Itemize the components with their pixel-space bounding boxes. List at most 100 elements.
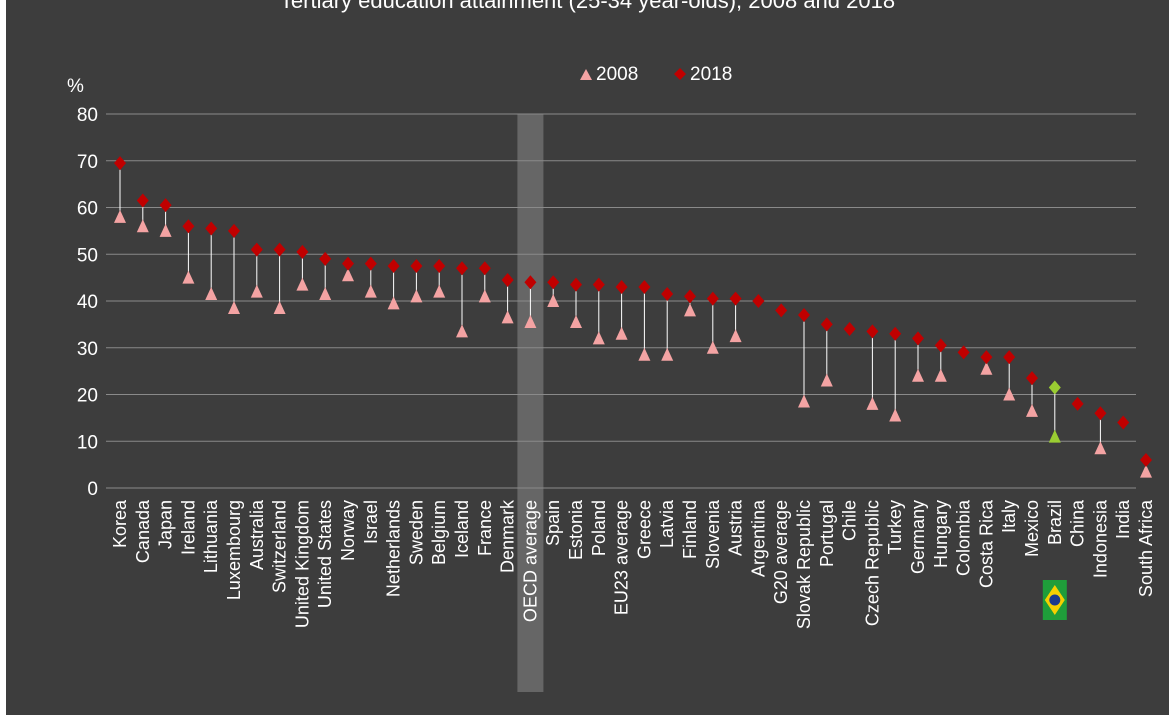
category-label-turkey: Turkey xyxy=(885,500,905,554)
point-2018 xyxy=(912,331,924,346)
y-tick-label: 80 xyxy=(77,105,98,126)
point-2018 xyxy=(114,156,126,171)
y-tick-label: 70 xyxy=(77,152,98,173)
point-2008 xyxy=(250,284,263,298)
category-label-israel: Israel xyxy=(361,500,381,544)
point-2008 xyxy=(342,268,354,282)
category-label-italy: Italy xyxy=(999,500,1019,533)
point-2018 xyxy=(501,272,514,287)
point-2018 xyxy=(615,279,628,294)
category-label-costa-rica: Costa Rica xyxy=(976,499,996,588)
point-2018 xyxy=(250,242,263,257)
category-label-netherlands: Netherlands xyxy=(384,500,404,597)
y-tick-label: 20 xyxy=(77,386,98,407)
point-2018 xyxy=(136,193,149,208)
y-tick-label: 60 xyxy=(77,199,98,220)
point-2008 xyxy=(912,368,924,382)
category-label-hungary: Hungary xyxy=(931,500,951,568)
category-label-indonesia: Indonesia xyxy=(1090,499,1110,578)
point-2008 xyxy=(866,396,879,410)
point-2018 xyxy=(1071,396,1084,411)
point-2018 xyxy=(1117,415,1130,430)
brazil-flag-globe xyxy=(1049,594,1061,606)
point-2018 xyxy=(706,291,719,306)
highlight-band xyxy=(517,114,544,692)
category-label-austria: Austria xyxy=(726,499,746,556)
category-label-spain: Spain xyxy=(543,500,563,546)
point-2018 xyxy=(182,219,195,234)
category-label-germany: Germany xyxy=(908,500,928,574)
y-tick-label: 30 xyxy=(77,339,98,360)
category-label-korea: Korea xyxy=(110,499,130,548)
point-2018 xyxy=(729,291,742,306)
category-label-luxembourg: Luxembourg xyxy=(224,500,244,600)
point-2018 xyxy=(752,294,765,308)
point-2008 xyxy=(205,286,218,300)
legend-label-2018: 2018 xyxy=(690,64,732,85)
category-label-sweden: Sweden xyxy=(406,500,426,565)
point-2008 xyxy=(364,284,377,298)
y-tick-label: 40 xyxy=(77,292,98,313)
category-label-brazil: Brazil xyxy=(1045,500,1065,545)
point-2008 xyxy=(456,324,468,338)
point-2018 xyxy=(364,256,377,271)
point-2008 xyxy=(524,315,537,329)
chart-svg: 0 10 20 30 40 50 60 70 80% 2008 2018 Korea Canada Jap… xyxy=(67,64,1156,692)
point-2018 xyxy=(159,198,172,213)
category-label-finland: Finland xyxy=(680,500,700,559)
point-2008 xyxy=(159,223,172,237)
point-2008 xyxy=(478,289,491,303)
category-label-switzerland: Switzerland xyxy=(270,500,290,593)
point-2018 xyxy=(1094,406,1107,421)
point-2018 xyxy=(273,242,286,257)
point-2018 xyxy=(1140,452,1152,467)
category-label-g20-average: G20 average xyxy=(771,500,791,604)
category-label-united-kingdom: United Kingdom xyxy=(292,500,312,628)
point-2018 xyxy=(638,279,651,294)
category-label-eu23-average: EU23 average xyxy=(612,500,632,615)
category-label-canada: Canada xyxy=(133,499,153,563)
category-label-latvia: Latvia xyxy=(657,499,677,548)
point-2018 xyxy=(592,277,605,292)
point-2008 xyxy=(547,294,560,307)
point-2018 xyxy=(524,275,537,290)
point-2008 xyxy=(1140,464,1152,478)
category-label-australia: Australia xyxy=(247,499,267,570)
point-2018 xyxy=(980,350,993,365)
point-2018 xyxy=(866,324,879,339)
point-2008 xyxy=(570,315,582,329)
point-2018 xyxy=(957,345,970,360)
category-label-colombia: Colombia xyxy=(954,499,974,576)
point-2018 xyxy=(547,275,560,290)
chart-title: Tertiary education attainment (25-34 yea… xyxy=(279,0,896,13)
category-label-poland: Poland xyxy=(589,500,609,556)
point-2018 xyxy=(456,261,468,276)
point-2018 xyxy=(889,326,902,341)
y-tick-label: 50 xyxy=(77,245,98,266)
legend-label-2008: 2008 xyxy=(596,64,638,85)
point-2008 xyxy=(296,277,309,291)
category-label-japan: Japan xyxy=(156,500,176,549)
point-2008 xyxy=(114,209,126,223)
point-2018 xyxy=(1026,371,1038,386)
point-2008 xyxy=(934,368,947,382)
point-2008 xyxy=(729,329,742,343)
category-label-mexico: Mexico xyxy=(1022,500,1042,557)
point-2008 xyxy=(228,301,240,315)
category-label-greece: Greece xyxy=(634,500,654,559)
point-2008 xyxy=(592,331,605,345)
point-2008 xyxy=(1094,441,1107,455)
category-label-india: India xyxy=(1113,499,1133,539)
point-2018 xyxy=(570,277,582,292)
category-label-czech-republic: Czech Republic xyxy=(862,500,882,626)
point-2008 xyxy=(1026,403,1038,417)
category-label-south-africa: South Africa xyxy=(1136,499,1156,597)
point-2018 xyxy=(296,244,309,259)
category-label-estonia: Estonia xyxy=(566,499,586,560)
category-label-united-states: United States xyxy=(315,500,335,608)
category-label-lithuania: Lithuania xyxy=(201,499,221,573)
category-label-slovenia: Slovenia xyxy=(703,499,723,569)
category-label-denmark: Denmark xyxy=(498,499,518,573)
point-2018 xyxy=(228,223,240,238)
point-2008 xyxy=(136,219,149,233)
